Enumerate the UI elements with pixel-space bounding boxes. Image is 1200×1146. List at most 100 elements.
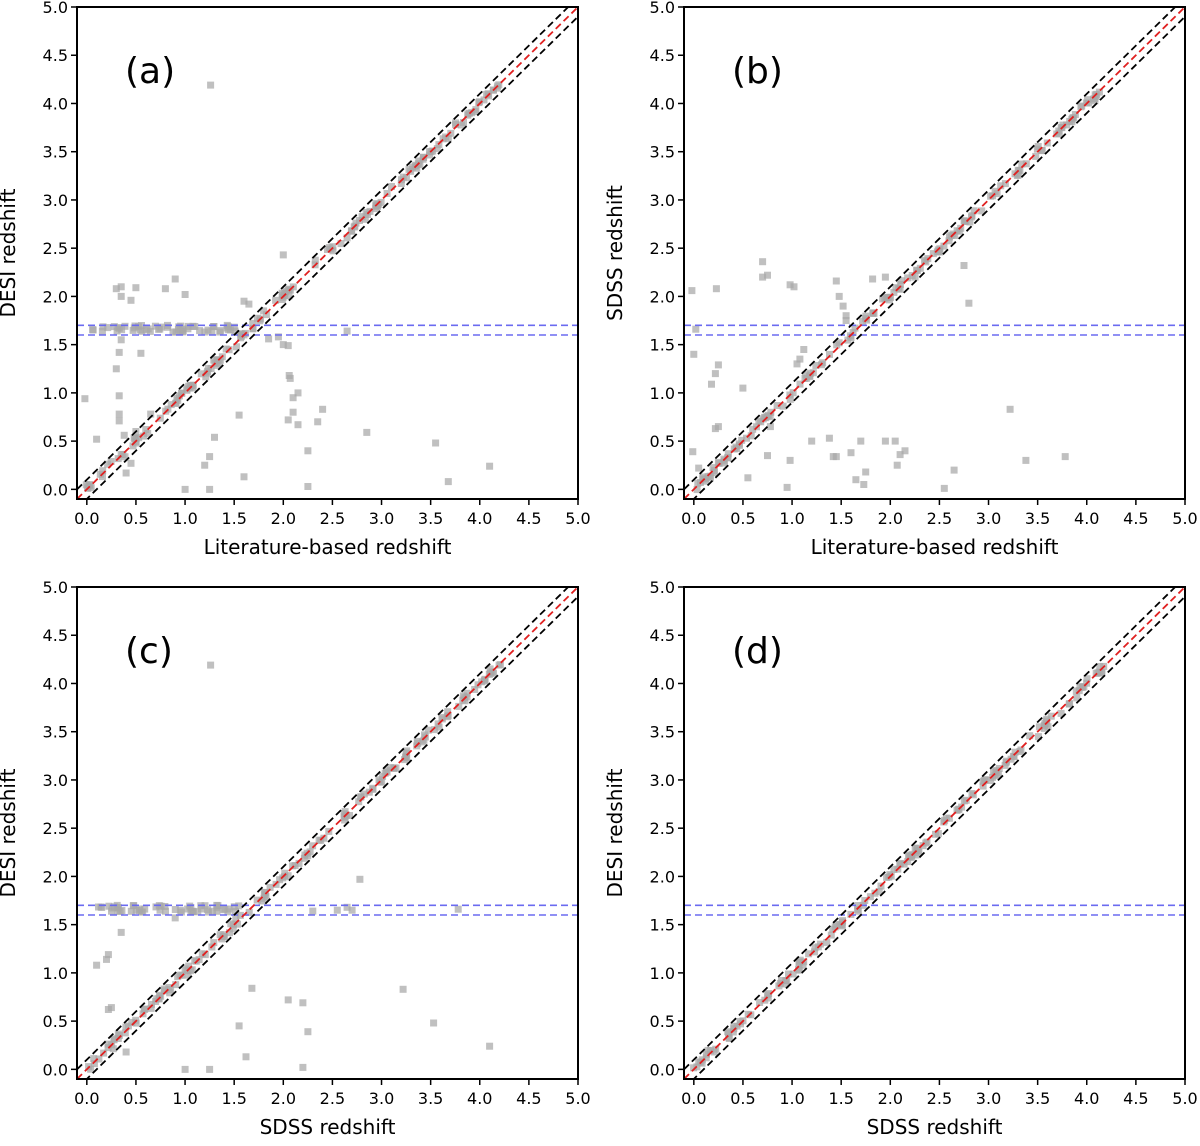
panel-label: (a)	[125, 51, 175, 92]
data-point	[471, 108, 479, 115]
x-tick-label: 4.0	[1074, 509, 1099, 528]
y-tick-label: 5.0	[650, 578, 675, 597]
data-point	[207, 661, 215, 669]
y-tick-label: 4.0	[650, 94, 675, 113]
x-tick-label: 3.0	[369, 509, 394, 528]
y-tick-label: 0.5	[650, 1012, 675, 1031]
data-point	[793, 360, 801, 368]
data-point	[838, 922, 846, 930]
x-tick-label: 2.5	[927, 1089, 952, 1108]
data-point	[1057, 709, 1065, 717]
data-point	[756, 999, 764, 1006]
data-point	[117, 928, 125, 936]
data-point	[405, 165, 413, 173]
data-point	[309, 842, 317, 850]
data-point	[289, 394, 297, 402]
data-point	[811, 944, 819, 952]
data-point	[842, 317, 850, 324]
data-point	[1006, 405, 1014, 413]
data-point	[304, 447, 312, 455]
data-point	[115, 417, 123, 425]
data-point	[475, 98, 483, 106]
y-tick-label: 2.5	[650, 819, 675, 838]
data-point	[178, 389, 186, 397]
x-tick-label: 1.0	[779, 509, 804, 528]
data-point	[1063, 121, 1071, 129]
x-tick-label: 1.5	[828, 509, 853, 528]
data-point	[236, 911, 244, 919]
data-point	[444, 478, 452, 486]
data-point	[274, 333, 282, 341]
data-point	[401, 756, 409, 764]
data-point	[347, 227, 355, 235]
data-point	[191, 323, 199, 330]
x-tick-label: 3.5	[418, 1089, 443, 1108]
x-tick-label: 1.0	[172, 509, 197, 528]
data-point	[898, 277, 906, 285]
y-tick-label: 2.5	[650, 239, 675, 258]
x-tick-label: 3.0	[369, 1089, 394, 1108]
data-point	[235, 411, 243, 419]
one-to-one-line	[77, 7, 578, 499]
data-point	[800, 346, 808, 353]
data-point	[211, 433, 218, 441]
data-point	[201, 461, 209, 469]
data-point	[233, 343, 240, 351]
data-point	[204, 364, 212, 372]
data-point	[842, 312, 850, 320]
y-tick-label: 1.0	[43, 384, 68, 403]
data-point	[710, 469, 718, 477]
data-point	[294, 389, 302, 397]
axes-frame	[683, 586, 1186, 1080]
data-point	[187, 904, 195, 912]
data-point	[424, 726, 432, 734]
y-tick-label: 2.5	[43, 819, 68, 838]
data-point	[759, 273, 767, 281]
data-point	[767, 408, 775, 416]
x-tick-label: 0.0	[74, 1089, 99, 1108]
data-point	[399, 173, 407, 181]
y-tick-label: 0.0	[43, 480, 68, 499]
data-point	[987, 777, 995, 784]
data-point	[181, 485, 189, 493]
data-point	[789, 970, 797, 978]
data-point	[795, 959, 803, 967]
y-tick-label: 3.5	[43, 723, 68, 742]
data-point	[230, 903, 238, 911]
data-point	[234, 920, 241, 928]
data-point	[138, 327, 146, 335]
data-point	[343, 327, 351, 335]
data-point	[197, 370, 205, 378]
data-point	[786, 281, 794, 289]
data-point	[796, 380, 804, 388]
data-point	[955, 227, 963, 235]
data-point	[261, 891, 269, 899]
data-point	[329, 243, 337, 251]
data-point	[179, 325, 186, 333]
data-point	[962, 796, 970, 804]
data-point	[796, 355, 804, 363]
data-point	[829, 925, 837, 933]
data-point	[744, 1010, 752, 1018]
data-point	[383, 768, 391, 776]
x-axis-label: SDSS redshift	[260, 1115, 396, 1139]
data-point	[786, 395, 794, 403]
data-point	[132, 906, 140, 914]
y-tick-label: 0.0	[650, 480, 675, 499]
data-point	[333, 906, 341, 914]
data-point	[714, 423, 722, 431]
y-tick-label: 1.5	[43, 916, 68, 935]
data-point	[99, 323, 107, 331]
x-tick-label: 2.5	[320, 1089, 345, 1108]
data-point	[1098, 669, 1106, 677]
data-point	[357, 793, 365, 801]
panel-label: (d)	[732, 631, 783, 672]
data-point	[110, 323, 118, 331]
data-point	[245, 300, 253, 308]
data-point	[110, 1035, 118, 1043]
data-point	[786, 456, 794, 464]
data-point	[90, 1055, 98, 1063]
data-point	[729, 1028, 737, 1036]
data-point	[795, 966, 803, 974]
data-point	[994, 771, 1002, 779]
